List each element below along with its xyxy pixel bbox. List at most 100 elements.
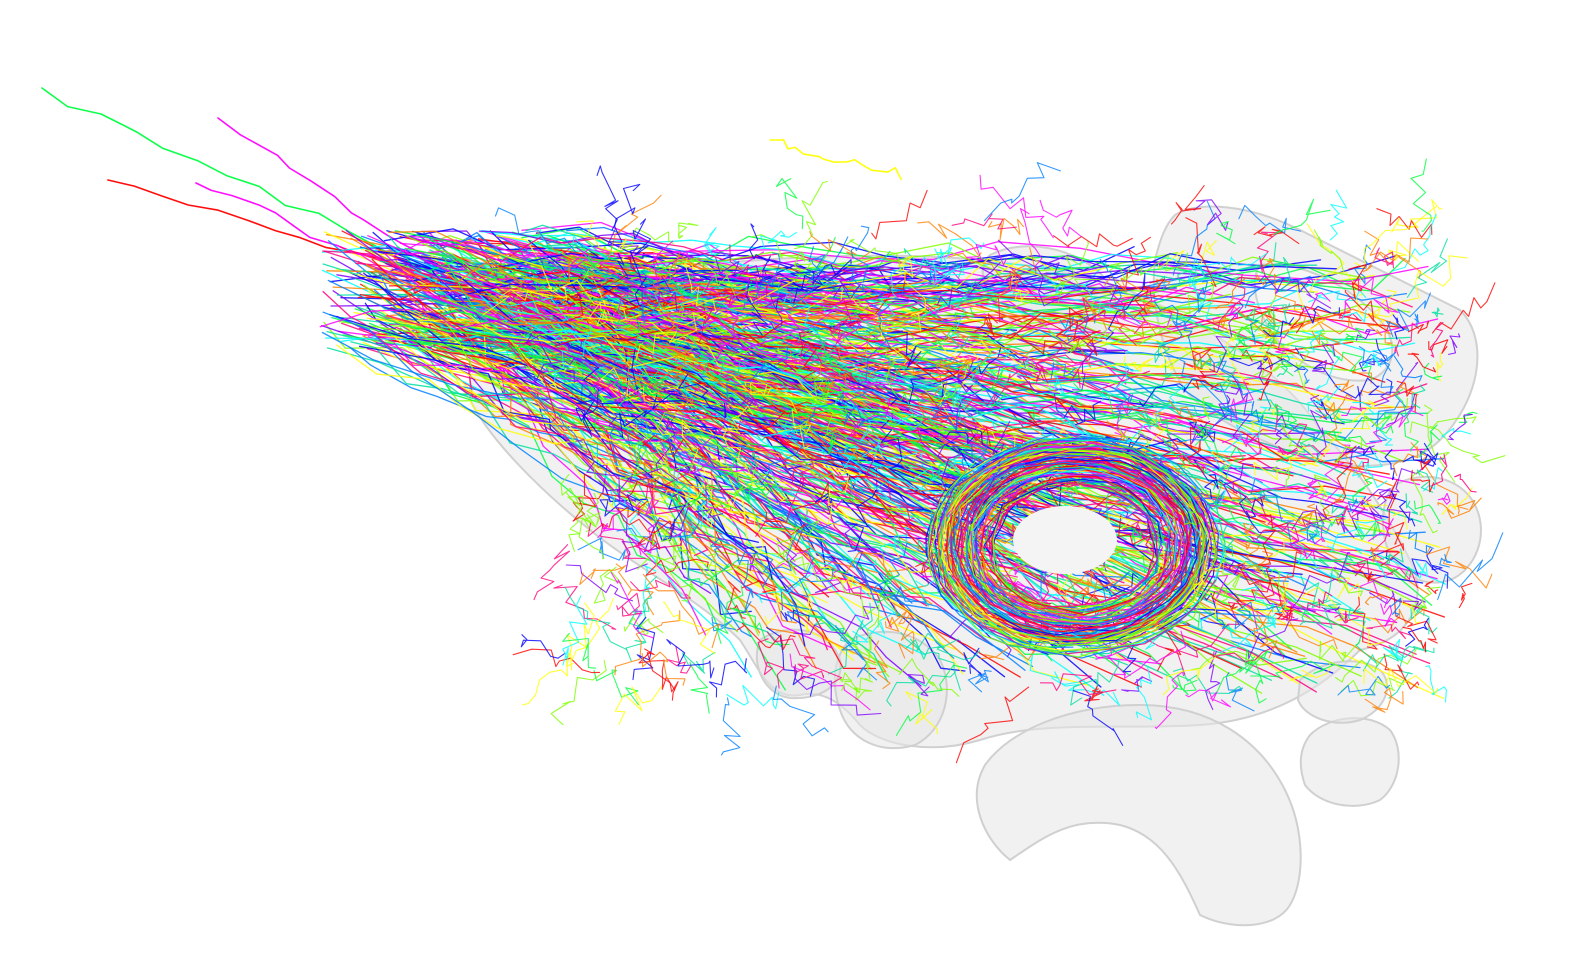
neuron-fiber (1340, 677, 1405, 697)
neuron-fiber (1410, 605, 1438, 635)
neuron-fiber (1431, 453, 1448, 487)
neuron-fiber (948, 448, 1204, 641)
neuron-fiber (1088, 462, 1192, 618)
neuron-fiber (375, 334, 1341, 551)
neuron-fiber (1107, 252, 1189, 281)
neuron-fiber (393, 342, 844, 509)
neuron-fiber (1294, 365, 1310, 384)
neuron-fiber (1263, 317, 1295, 337)
neuron-fiber (743, 252, 781, 311)
neuron-fiber (1396, 380, 1418, 413)
neuron-fiber (1187, 252, 1268, 282)
neuron-fiber (563, 273, 628, 324)
neuron-fiber (643, 459, 660, 513)
neuron-fiber (1436, 352, 1444, 382)
neuron-fiber (1299, 525, 1318, 545)
neuron-fiber (1334, 610, 1359, 624)
neuron-fiber (1070, 658, 1120, 706)
neuron-fiber (1194, 438, 1244, 463)
neuron-fiber (741, 275, 805, 334)
neuron-fiber (963, 459, 1191, 631)
neuron-fiber (1197, 280, 1208, 302)
neuron-fiber (760, 230, 797, 249)
neuron-fiber (1437, 492, 1451, 505)
neuron-fiber (979, 645, 1037, 661)
neuron-fiber (898, 658, 960, 697)
neuron-fiber (1135, 665, 1153, 721)
neuron-fiber (891, 390, 950, 439)
neuron-fiber (321, 331, 1269, 617)
neuron-fiber (916, 404, 950, 442)
neuron-fiber (873, 640, 891, 690)
neuron-fiber (726, 345, 789, 401)
neuron-fiber (983, 478, 1162, 556)
neuron-fiber (1219, 383, 1235, 417)
neuron-fiber (1050, 465, 1178, 601)
neuron-fiber (1311, 343, 1336, 373)
neuron-fiber (729, 244, 768, 297)
neuron-fiber (1205, 445, 1228, 510)
neuron-fiber (645, 558, 709, 576)
neuron-fiber (1357, 276, 1399, 314)
neuron-fiber (1403, 453, 1437, 465)
neuron-fiber (1185, 689, 1232, 708)
neuron-fiber (1374, 361, 1419, 407)
neuron-fiber (762, 520, 840, 588)
neuron-fiber (1334, 380, 1355, 393)
neuron-fiber (1072, 690, 1124, 746)
neuron-fiber (775, 177, 804, 230)
neuron-fiber (1257, 529, 1277, 598)
neuron-fiber (793, 605, 879, 636)
neuron-fiber (1364, 593, 1383, 606)
neuron-fiber (1274, 403, 1298, 432)
neuron-fiber (1321, 340, 1375, 381)
neuron-fiber (1410, 469, 1435, 493)
neuron-fiber (366, 264, 1250, 547)
neuron-fiber (1278, 272, 1331, 311)
neuron-fiber (1334, 437, 1363, 464)
neuron-fiber (1217, 274, 1246, 329)
neuron-fiber (1313, 517, 1337, 534)
neuron-fiber (1216, 536, 1234, 577)
neuron-fiber (636, 564, 657, 620)
neuron-fiber (1351, 510, 1376, 530)
neuron-fiber (1048, 373, 1066, 396)
neuron-fiber (1331, 505, 1346, 518)
neuron-fiber (886, 340, 966, 358)
neuron-fiber (1211, 538, 1218, 567)
neuron-fiber (843, 405, 890, 426)
neuron-fiber (807, 329, 858, 383)
neuron-fiber (807, 417, 868, 463)
neuron-fiber (1428, 339, 1449, 354)
neuron-fiber (1276, 350, 1291, 377)
neuron-fiber (550, 660, 607, 726)
neuron-fiber (571, 269, 885, 347)
neuron-fiber (684, 259, 717, 313)
neuron-fiber (621, 344, 643, 391)
neuron-fiber (512, 648, 601, 674)
neuron-fiber (1386, 292, 1431, 338)
neuron-fiber (1244, 275, 1314, 309)
neuron-fiber (632, 616, 656, 681)
neuron-fiber (629, 218, 652, 277)
neuron-fiber (562, 595, 588, 666)
neuron-fiber (715, 585, 744, 645)
neuron-fiber (1378, 412, 1394, 434)
neuron-fiber (496, 284, 1362, 677)
neuron-fiber (920, 428, 976, 445)
neuron-fiber (1316, 566, 1389, 609)
neuron-fiber (1085, 504, 1161, 523)
neuron-fiber (755, 476, 822, 537)
neuron-fiber (698, 295, 739, 343)
neuron-fiber (808, 246, 837, 285)
neuron-fiber (1255, 258, 1275, 286)
neuron-fiber (1354, 244, 1371, 285)
neuron-fiber (345, 229, 883, 559)
neuron-fiber (1007, 365, 1049, 384)
neuron-fiber (457, 245, 1306, 657)
neuron-fiber (904, 259, 926, 332)
neuron-fiber (655, 444, 728, 509)
neuron-fiber (710, 532, 731, 572)
neuron-fiber (772, 685, 829, 737)
